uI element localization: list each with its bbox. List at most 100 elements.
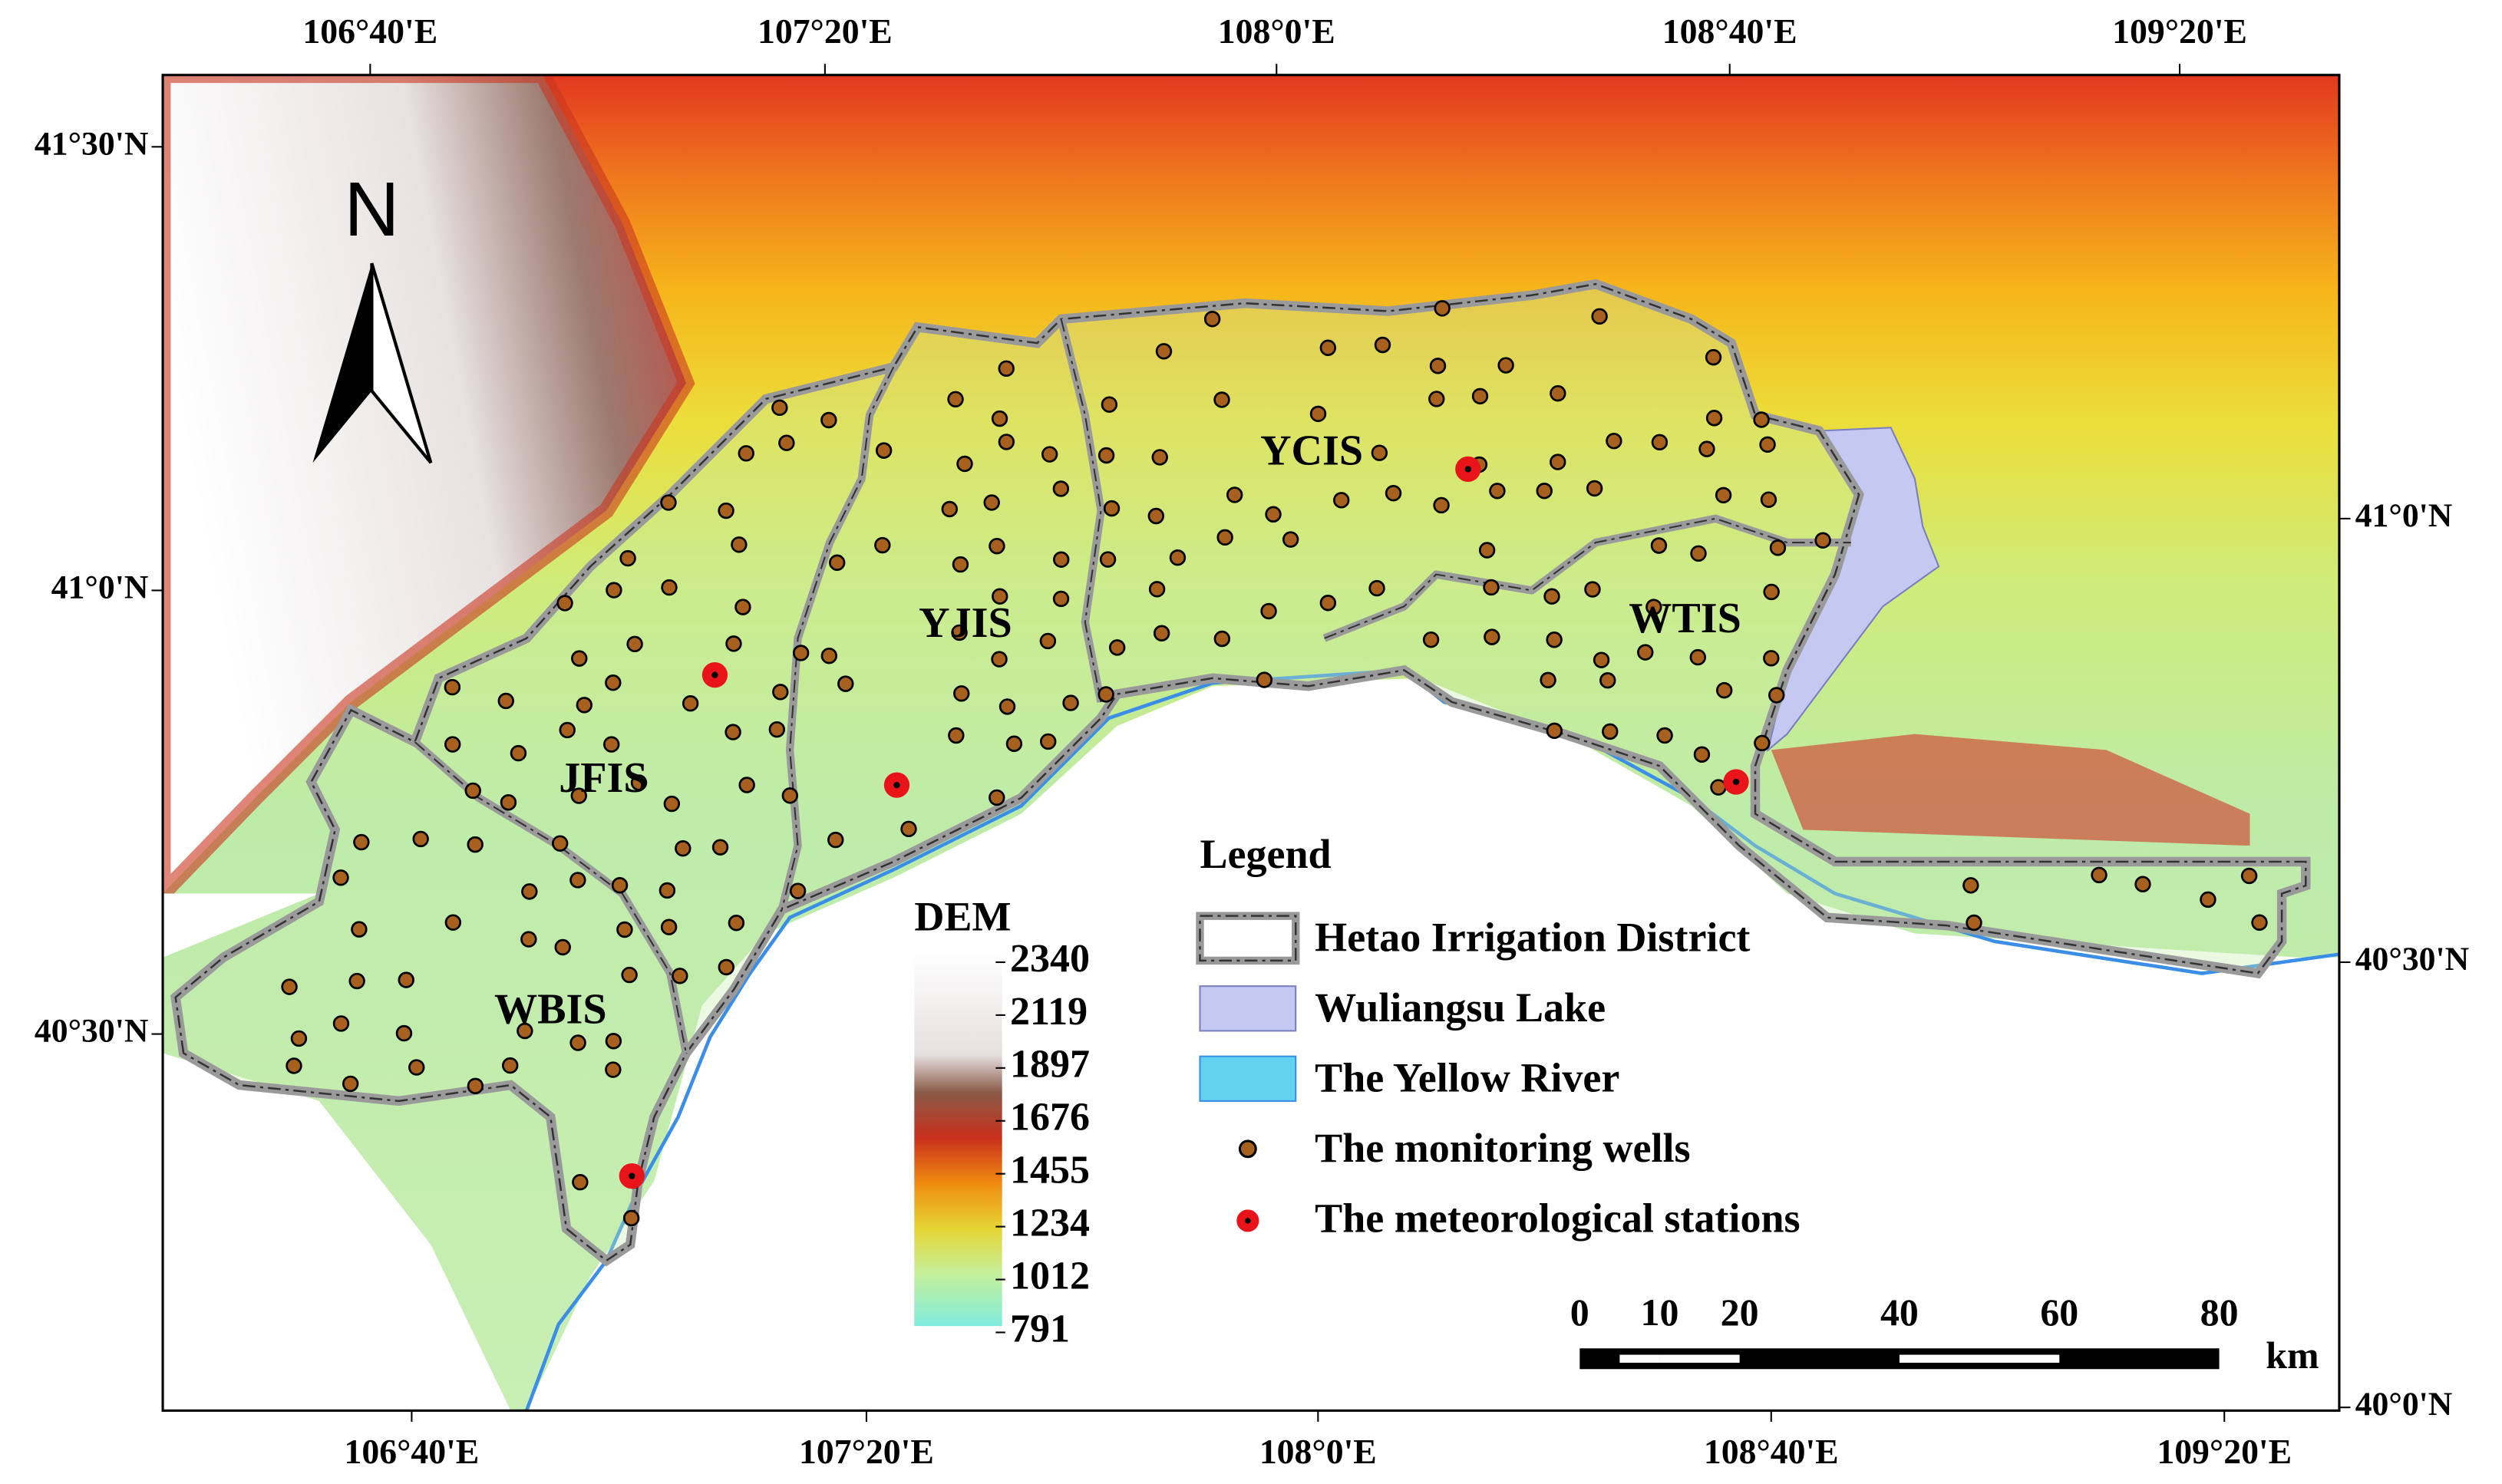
monitoring-well (348, 972, 365, 990)
monitoring-well (1656, 727, 1673, 744)
monitoring-well (1484, 628, 1500, 645)
monitoring-well (467, 1077, 484, 1095)
monitoring-well (464, 782, 481, 800)
monitoring-well (626, 635, 643, 653)
monitoring-well (619, 549, 636, 567)
monitoring-well (991, 651, 1008, 668)
district-outline-dash (174, 282, 2307, 1262)
sub-boundaries (412, 318, 1851, 1054)
lon-label-bottom: 106°40'E (344, 1432, 479, 1471)
monitoring-well (290, 1030, 308, 1047)
lat-label-right: 40°0'N (2355, 1386, 2453, 1423)
monitoring-well (1754, 734, 1771, 752)
monitoring-well (353, 833, 370, 851)
monitoring-well (1422, 631, 1440, 648)
monitoring-well (1103, 500, 1121, 517)
monitoring-well (444, 736, 461, 753)
monitoring-well (1098, 686, 1114, 703)
monitoring-well (1705, 348, 1722, 366)
dem-label: 1012 (1010, 1254, 1090, 1298)
dem-label: 1676 (1010, 1096, 1090, 1139)
north-arrow: N (312, 167, 433, 464)
monitoring-well (1540, 671, 1556, 689)
monitoring-well (998, 698, 1016, 715)
region-label: YJIS (919, 599, 1012, 647)
dem-label: 791 (1010, 1307, 1070, 1350)
monitoring-well (1151, 449, 1168, 466)
monitoring-well (332, 869, 349, 886)
monitoring-well (342, 1075, 359, 1093)
legend-symbol-station-center (1245, 1218, 1251, 1224)
monitoring-well (1053, 551, 1070, 568)
monitoring-well (576, 697, 593, 714)
monitoring-well (1536, 483, 1553, 500)
monitoring-well (1546, 632, 1563, 648)
monitoring-well (874, 536, 891, 554)
monitoring-well (1753, 411, 1770, 428)
monitoring-well (1005, 735, 1023, 752)
monitoring-well (1040, 733, 1057, 750)
legend-symbol-district-dash (1199, 915, 1297, 962)
monitoring-well (718, 502, 734, 519)
monitoring-well (1099, 551, 1117, 568)
yellow-river (524, 668, 2339, 1411)
scale-label: 60 (2040, 1291, 2078, 1334)
monitoring-well (1962, 877, 1979, 894)
monitoring-well (572, 1173, 589, 1191)
monitoring-well (951, 624, 968, 641)
monitoring-well (1550, 453, 1566, 470)
legend-item: The Yellow River (1315, 1054, 1619, 1100)
monitoring-well (605, 1061, 622, 1078)
monitoring-well (998, 434, 1015, 450)
monitoring-well (412, 830, 429, 848)
monitoring-well (1715, 486, 1732, 504)
monitoring-well (1371, 444, 1388, 461)
monitoring-well (1606, 432, 1622, 450)
lon-label-bottom: 109°20'E (2157, 1432, 2292, 1471)
monitoring-well (1698, 440, 1715, 457)
scale-unit: km (2266, 1334, 2319, 1377)
monitoring-well (1546, 722, 1563, 740)
monitoring-well (611, 877, 629, 894)
monitoring-well (1768, 687, 1785, 704)
monitoring-well (738, 445, 754, 462)
dem-colorbar (914, 949, 1002, 1327)
monitoring-well (2240, 867, 2258, 885)
monitoring-well (281, 978, 298, 995)
legend: Legend (1196, 831, 1332, 1232)
scale-label: 0 (1570, 1291, 1589, 1334)
scale-segment (1899, 1354, 2060, 1363)
monitoring-well (1763, 650, 1780, 667)
monitoring-well (1489, 483, 1506, 500)
monitoring-well (1651, 434, 1669, 451)
monitoring-well (1332, 492, 1350, 509)
monitoring-well (332, 1015, 350, 1032)
monitoring-well (622, 1209, 640, 1227)
dem-label: 1897 (1010, 1043, 1090, 1087)
monitoring-well (711, 839, 729, 856)
monitoring-well (991, 410, 1008, 427)
legend-item: The meteorological stations (1315, 1195, 1800, 1241)
lat-label-right: 41°0'N (2355, 497, 2453, 534)
monitoring-well (1052, 480, 1070, 497)
monitoring-well (395, 1024, 413, 1042)
monitoring-well (2091, 866, 2108, 884)
monitoring-well (630, 774, 648, 791)
monitoring-well (953, 685, 970, 702)
monitoring-well (1478, 542, 1496, 559)
monitoring-well (675, 840, 692, 857)
monitoring-well (286, 1057, 302, 1074)
scale-label: 80 (2200, 1291, 2239, 1334)
monitoring-well (1483, 579, 1500, 596)
monitoring-well (2251, 914, 2268, 931)
monitoring-well (1433, 496, 1450, 514)
monitoring-well (772, 684, 789, 701)
wells (281, 300, 2268, 1227)
lon-label-top: 107°20'E (758, 12, 893, 51)
monitoring-well (605, 674, 622, 691)
monitoring-well (1689, 648, 1707, 666)
monitoring-well (952, 556, 969, 573)
monitoring-well (1256, 671, 1273, 688)
monitoring-well (621, 966, 638, 984)
